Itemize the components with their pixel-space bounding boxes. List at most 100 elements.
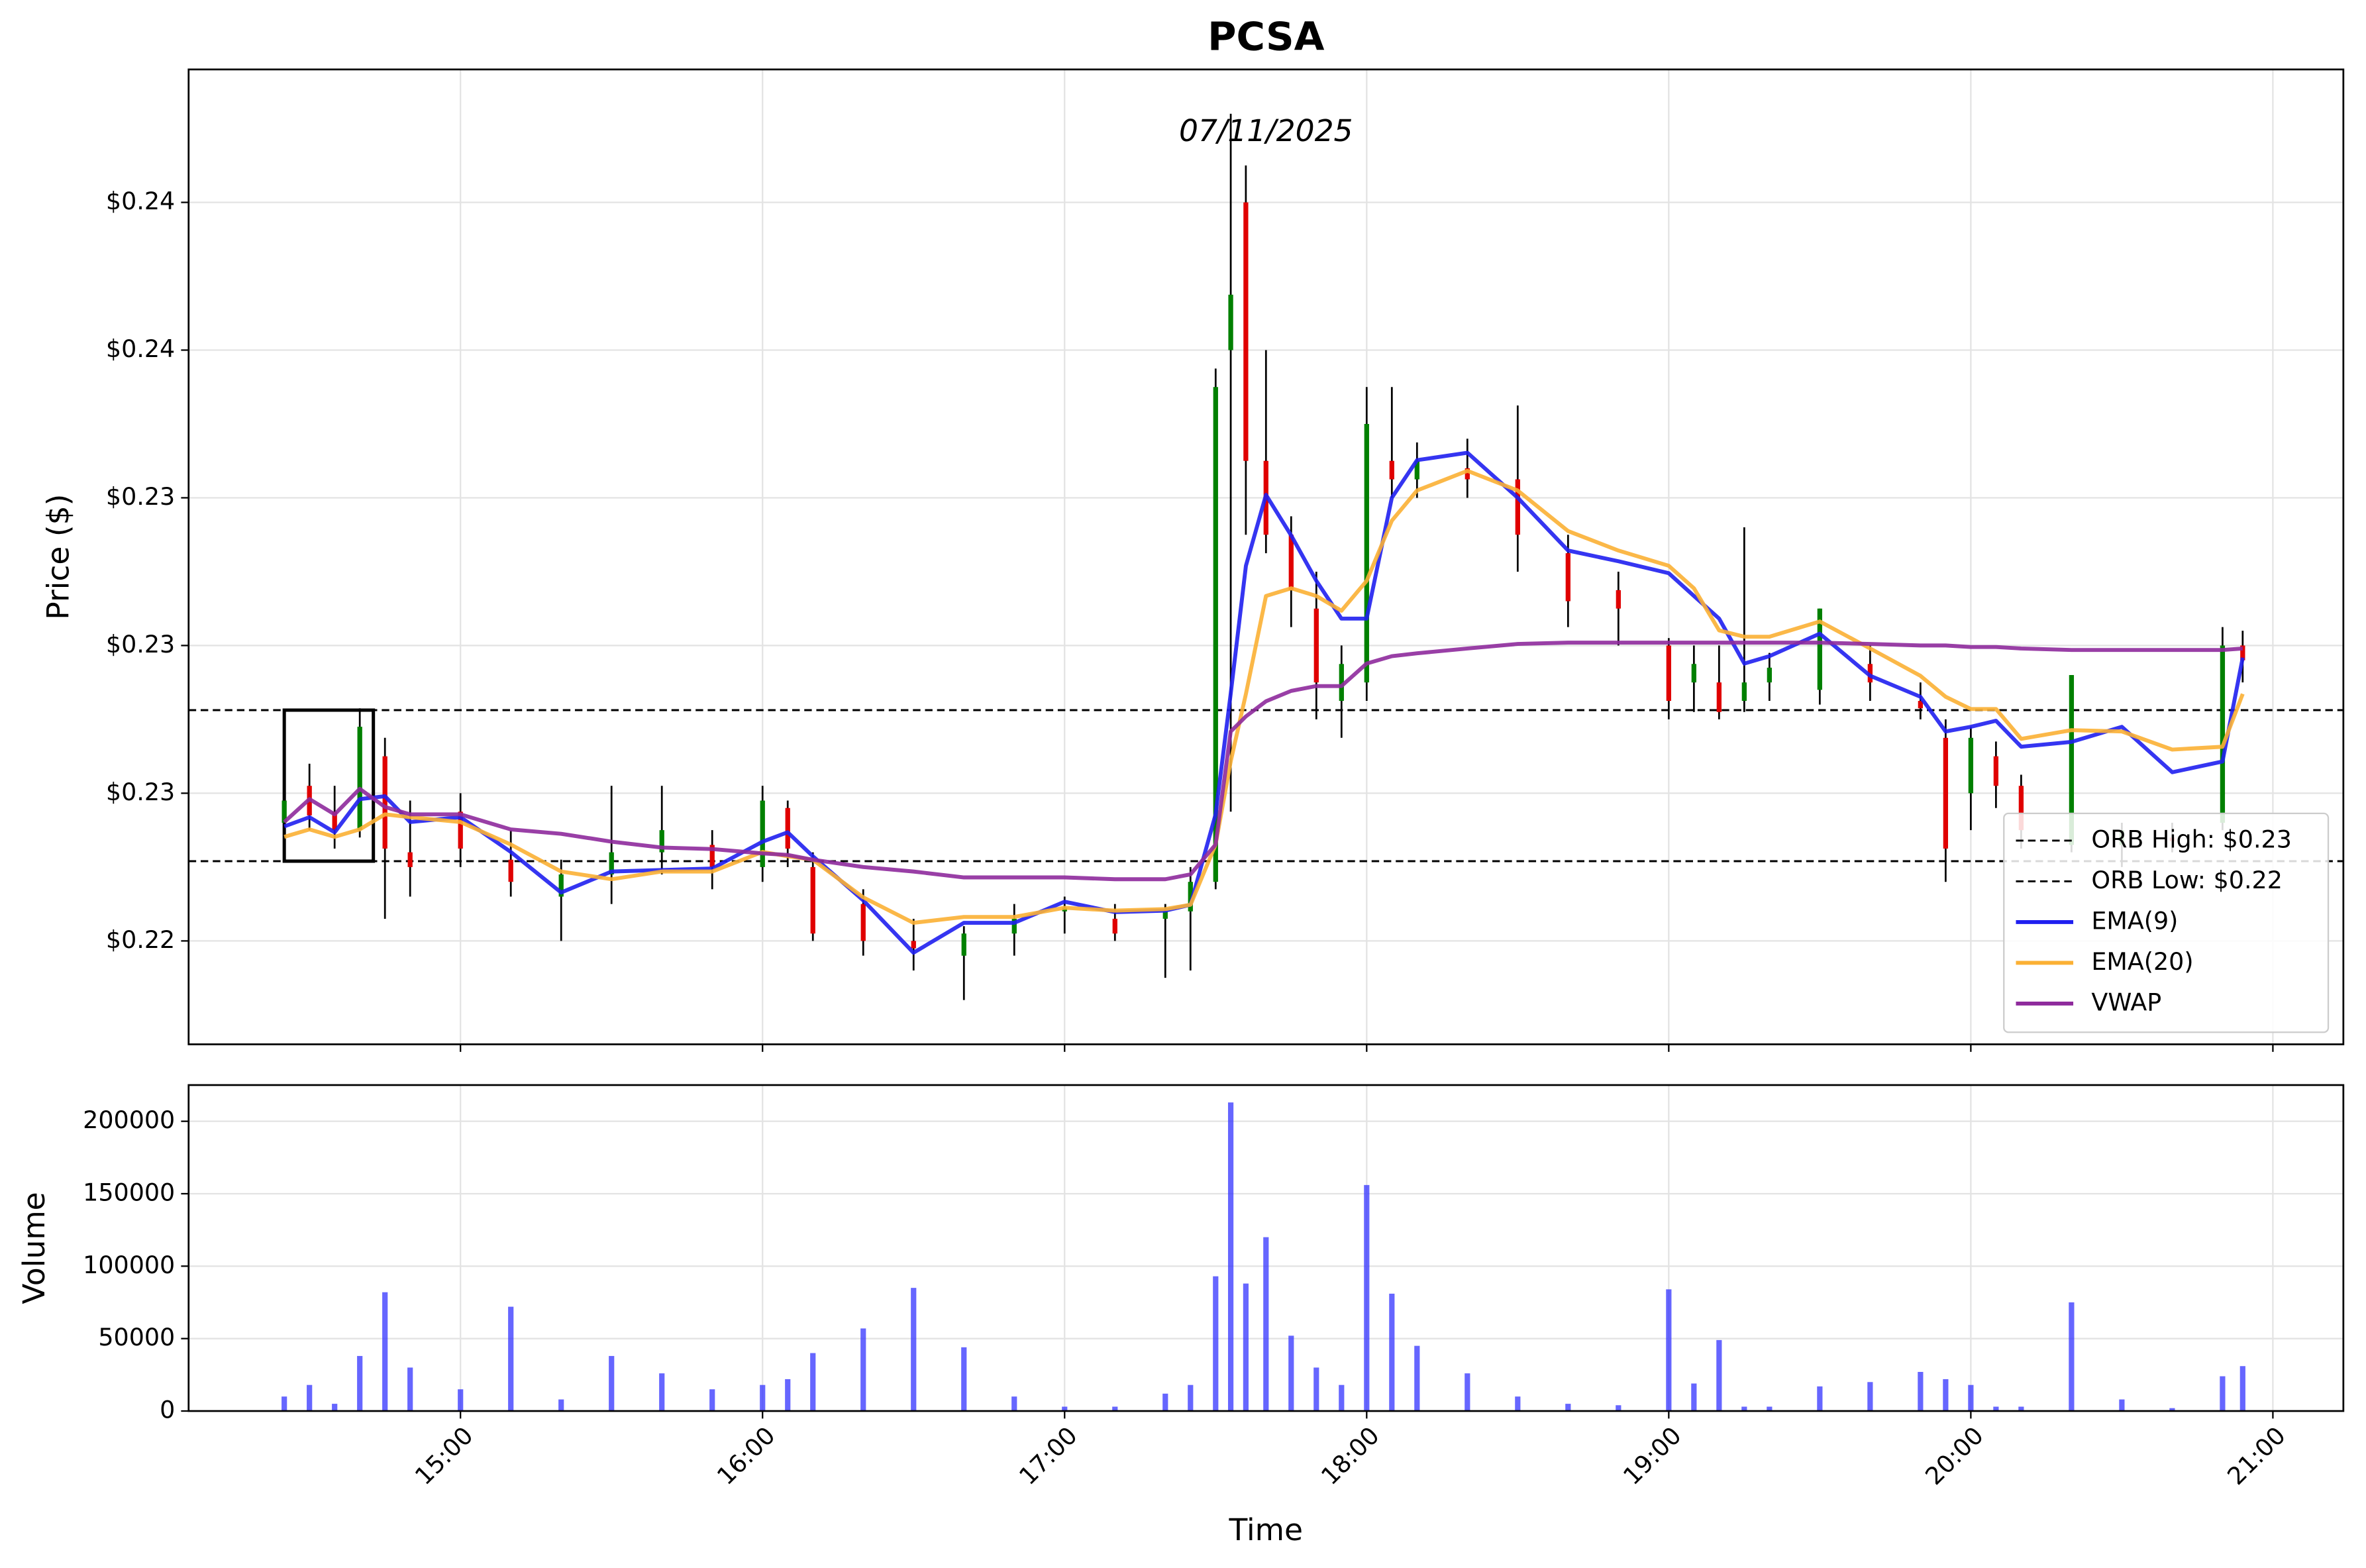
volume-bar [1062, 1406, 1068, 1412]
candle-body [1943, 737, 1949, 849]
candle-body [382, 756, 387, 849]
volume-bar [2220, 1376, 2226, 1412]
volume-bar [1867, 1382, 1873, 1412]
candle-body [961, 933, 966, 956]
volume-bar [1741, 1406, 1747, 1412]
y-tick-label: $0.23 [106, 482, 175, 511]
legend-label: EMA(9) [2091, 906, 2178, 935]
x-axis-label: Time [1229, 1512, 1303, 1547]
candle-body [760, 800, 765, 867]
candle-body [1162, 911, 1168, 919]
volume-bar [1162, 1393, 1168, 1412]
y-axis-label: Price ($) [41, 494, 76, 620]
series-line [283, 641, 2243, 882]
y-tick-label: 50000 [98, 1323, 175, 1351]
volume-bar [357, 1355, 363, 1412]
volume-bar [307, 1385, 313, 1412]
candle-body [1993, 756, 1999, 786]
volume-bar [1213, 1276, 1219, 1412]
candle-body [1716, 682, 1722, 712]
candle-body [2220, 645, 2226, 823]
volume-bar [1767, 1406, 1773, 1412]
candle-body [2069, 675, 2075, 845]
candle-body [1691, 664, 1696, 683]
candle-body [785, 808, 790, 849]
candle-body [1968, 737, 1974, 794]
legend-box [2003, 812, 2330, 1033]
volume-bar [1364, 1184, 1370, 1412]
candle-body [1414, 460, 1419, 480]
volume-bar [1112, 1406, 1118, 1412]
candle-body [1565, 553, 1570, 601]
volume-bar [2069, 1302, 2075, 1412]
volume-bar [1943, 1379, 1949, 1412]
candle-body [558, 874, 564, 897]
candle-body [1616, 590, 1621, 609]
y-tick-label: $0.22 [106, 925, 175, 954]
volume-bar [1011, 1396, 1017, 1412]
volume-bar [2169, 1408, 2175, 1412]
y-tick-label: $0.23 [106, 778, 175, 806]
volume-bar [1918, 1371, 1924, 1412]
volume-bar [508, 1306, 514, 1412]
candle-body [1741, 682, 1747, 702]
y-tick-label: $0.23 [106, 630, 175, 658]
candle-body [1213, 387, 1218, 882]
candle-body [332, 811, 337, 831]
volume-bar [1389, 1293, 1395, 1412]
volume-bar [810, 1353, 816, 1412]
candle-body [911, 941, 916, 949]
volume-bar [659, 1373, 665, 1412]
volume-bar [382, 1292, 388, 1412]
volume-bar [332, 1404, 338, 1412]
volume-bar [2239, 1366, 2245, 1412]
legend-label: ORB Low: $0.22 [2091, 866, 2283, 894]
volume-bar [760, 1385, 766, 1412]
series-line [283, 468, 2245, 925]
y-tick-label: $0.24 [106, 335, 175, 363]
axes-frame [187, 68, 2345, 1045]
candle-body [1243, 202, 1249, 461]
volume-bar [1465, 1373, 1470, 1412]
series-line [283, 450, 2245, 955]
candle-body [1767, 667, 1773, 683]
volume-bar [1414, 1345, 1420, 1412]
candle-body [1867, 664, 1873, 683]
volume-bar [1288, 1335, 1294, 1412]
candle-body [1112, 918, 1117, 934]
volume-bar [1666, 1289, 1672, 1412]
candle-body [1918, 701, 1924, 709]
volume-bar [860, 1328, 866, 1412]
legend-label: VWAP [2091, 988, 2161, 1016]
volume-bar [1691, 1383, 1697, 1412]
candle-body [2018, 786, 2024, 831]
volume-bar [1188, 1385, 1194, 1412]
y-tick-label: $0.24 [106, 187, 175, 215]
candle-body [1011, 918, 1017, 934]
volume-bar [609, 1355, 615, 1412]
y-tick-label: 200000 [83, 1106, 175, 1134]
candle-body [1228, 294, 1233, 350]
volume-bar [407, 1367, 413, 1412]
volume-axis-label: Volume [17, 1192, 52, 1304]
volume-bar [2119, 1399, 2125, 1412]
volume-bar [1313, 1367, 1319, 1412]
candle-body [1817, 608, 1823, 690]
volume-bar [1993, 1406, 1999, 1412]
volume-bar [1716, 1339, 1722, 1412]
volume-bar [1263, 1237, 1269, 1412]
candle-body [1389, 460, 1394, 480]
candle-body [458, 811, 463, 849]
candle-body [1666, 645, 1671, 702]
candle-body [2240, 645, 2245, 660]
volume-bar [1616, 1405, 1621, 1412]
candle-body [1465, 468, 1470, 480]
y-tick-label: 150000 [83, 1178, 175, 1206]
volume-bar [961, 1347, 967, 1412]
candle-body [609, 852, 614, 875]
candle-body [860, 904, 866, 941]
candle-body [709, 845, 715, 867]
